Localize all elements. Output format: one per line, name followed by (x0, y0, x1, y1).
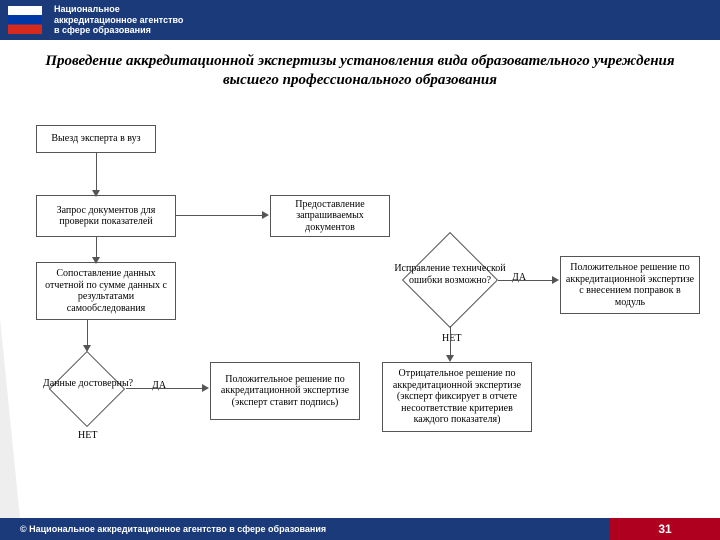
node-positive-with-fix: Положительное решение по аккредитационно… (560, 256, 700, 314)
agency-line-3: в сфере образования (54, 25, 183, 36)
arrow-head (202, 384, 209, 392)
edge (96, 153, 97, 195)
decorative-triangle (0, 318, 20, 518)
label-yes-1: ДА (152, 380, 166, 391)
arrow-head (446, 355, 454, 362)
footer: © Национальное аккредитационное агентств… (0, 518, 720, 540)
node-compare-data: Сопоставление данных отчетной по сумме д… (36, 262, 176, 320)
page-number: 31 (610, 518, 720, 540)
label-no-2: НЕТ (442, 333, 461, 344)
label-no-1: НЕТ (78, 430, 97, 441)
edge (126, 388, 206, 389)
node-provide-docs: Предоставление запрашиваемых документов (270, 195, 390, 237)
edge (176, 215, 266, 216)
arrow-head (92, 257, 100, 264)
node-negative-decision: Отрицательное решение по аккредитационно… (382, 362, 532, 432)
node-request-docs: Запрос документов для проверки показател… (36, 195, 176, 237)
agency-name: Национальное аккредитационное агентство … (54, 4, 183, 36)
agency-line-2: аккредитационное агентство (54, 15, 183, 26)
arrow-head (83, 345, 91, 352)
edge (498, 280, 556, 281)
arrow-head (92, 190, 100, 197)
page-title: Проведение аккредитационной экспертизы у… (20, 52, 700, 90)
node-positive-decision: Положительное решение по аккредитационно… (210, 362, 360, 420)
arrow-head (552, 276, 559, 284)
flag-icon (8, 6, 42, 34)
node-start: Выезд эксперта в вуз (36, 125, 156, 153)
header-bar: Национальное аккредитационное агентство … (0, 0, 720, 40)
label-yes-2: ДА (512, 272, 526, 283)
decision-fix-possible-text: Исправление технической ошибки возможно? (390, 263, 510, 286)
footer-copyright: © Национальное аккредитационное агентств… (0, 518, 610, 540)
agency-line-1: Национальное (54, 4, 183, 15)
arrow-head (262, 211, 269, 219)
